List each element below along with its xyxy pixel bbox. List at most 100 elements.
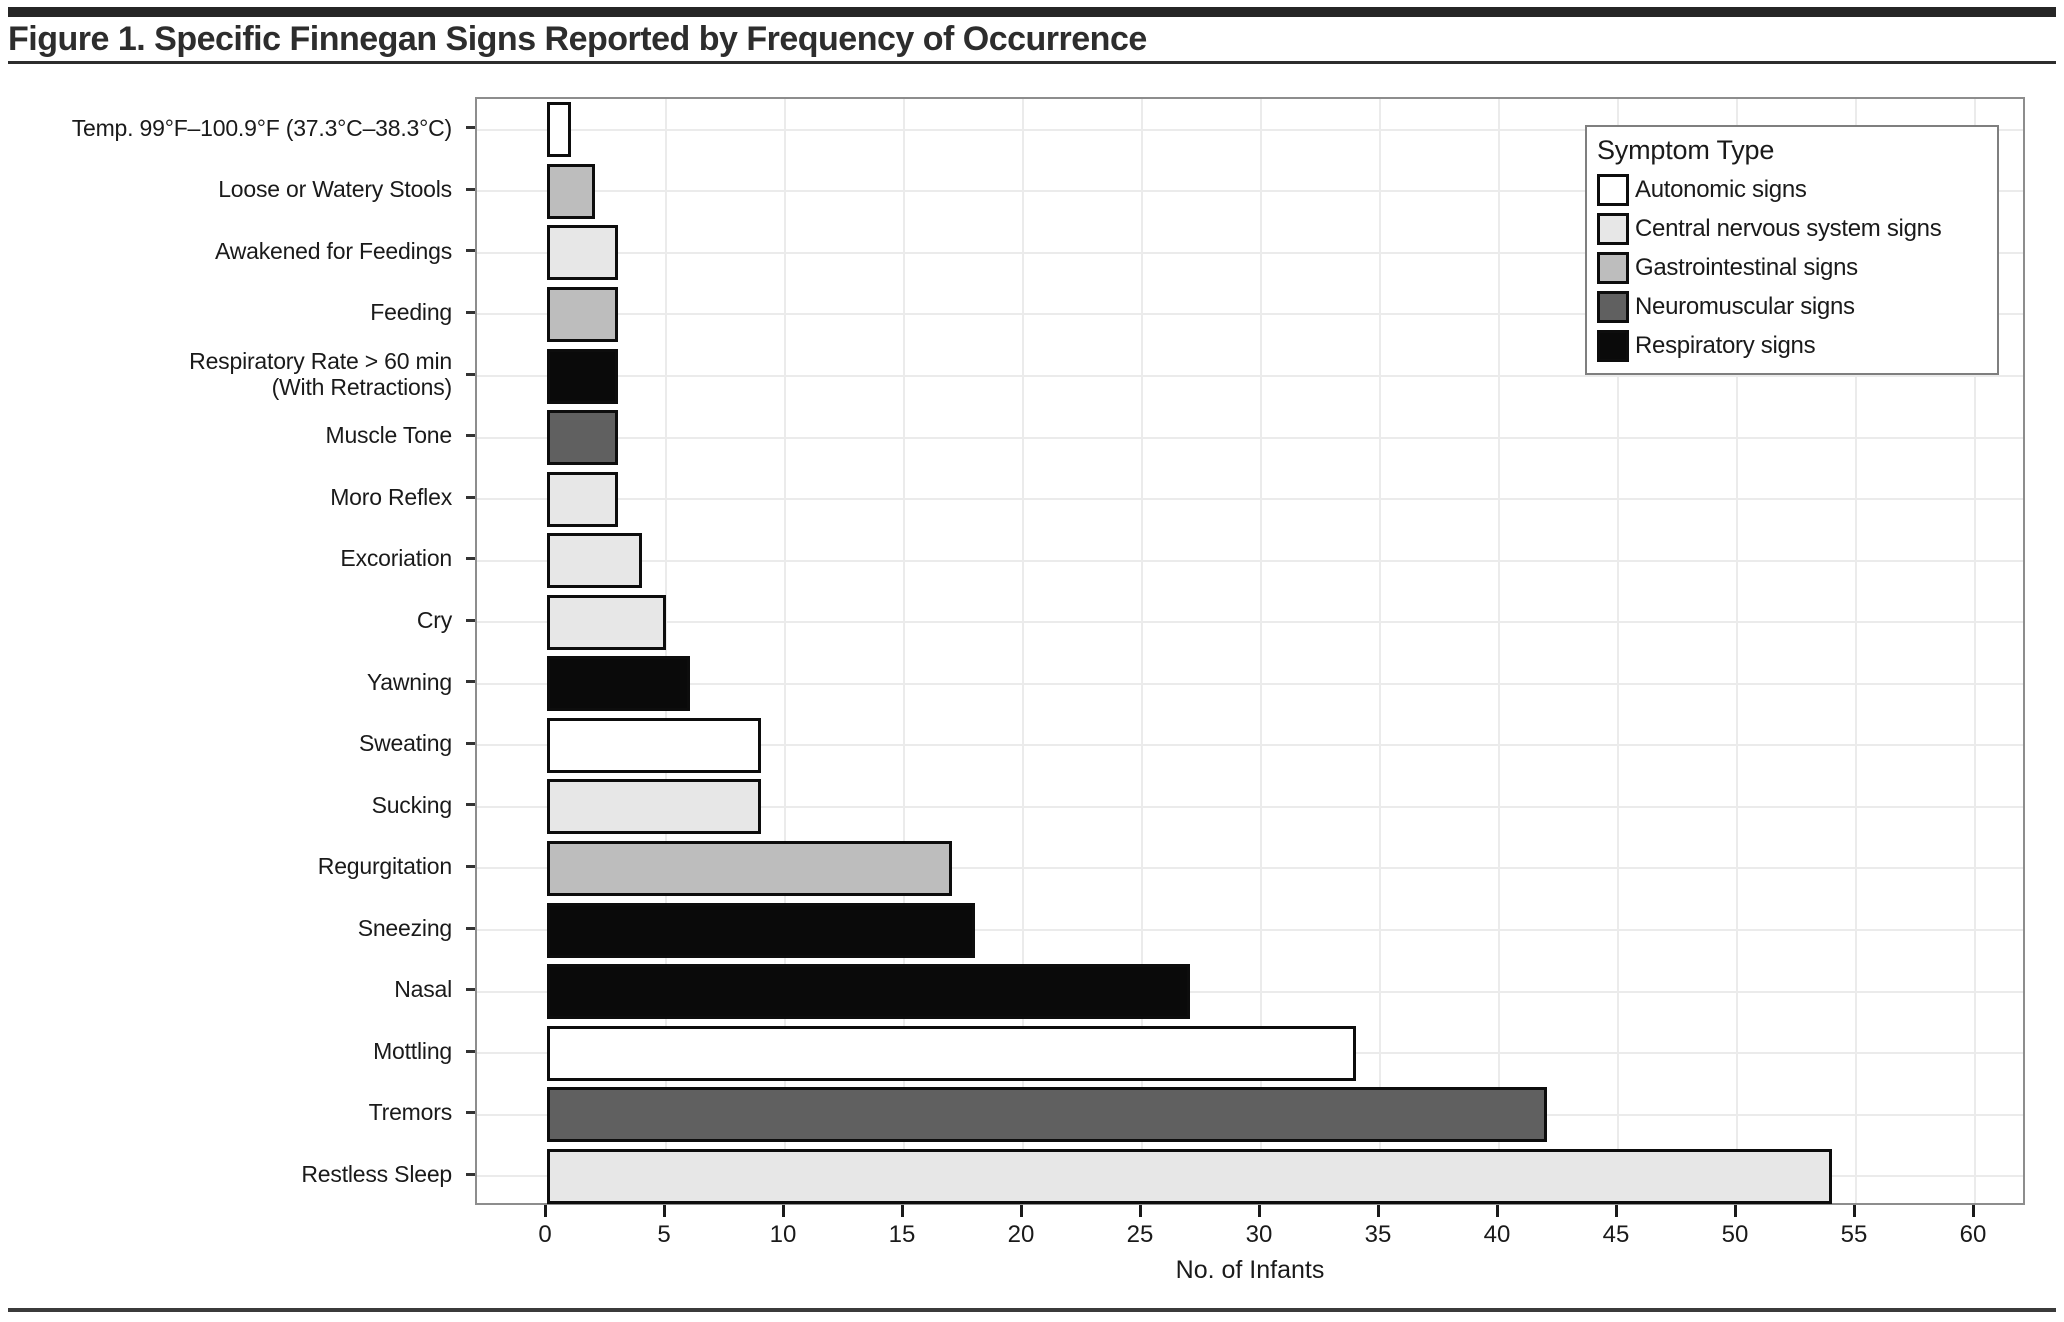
bar <box>547 225 619 281</box>
bar <box>547 840 952 896</box>
y-axis-label: Awakened for Feedings <box>214 237 452 264</box>
vertical-gridline <box>665 99 667 1203</box>
x-tick-mark <box>1495 1205 1499 1217</box>
bar <box>547 410 619 466</box>
legend-items: Autonomic signs Central nervous system si… <box>1597 170 1987 365</box>
figure-bottom-rule <box>8 1308 2056 1312</box>
y-axis-label: Yawning <box>366 668 452 695</box>
vertical-gridline <box>1974 99 1976 1203</box>
x-tick-mark <box>1257 1205 1261 1217</box>
bar <box>547 348 619 404</box>
bar <box>547 902 976 958</box>
y-axis-label: Feeding <box>370 299 452 326</box>
legend-item-label: Autonomic signs <box>1635 175 1807 203</box>
vertical-gridline <box>1260 99 1262 1203</box>
figure-top-rule <box>8 7 2056 17</box>
legend-title: Symptom Type <box>1597 135 1775 165</box>
x-tick-label: 55 <box>1840 1221 1868 1248</box>
legend-item-respiratory-signs: Respiratory signs <box>1597 326 1987 365</box>
horizontal-gridline <box>477 313 2023 316</box>
y-axis-label: Mottling <box>373 1037 452 1064</box>
x-tick-label: 20 <box>1007 1221 1035 1248</box>
vertical-gridline <box>1022 99 1024 1203</box>
vertical-gridline <box>1736 99 1738 1203</box>
y-tick-mark <box>466 126 475 130</box>
horizontal-gridline <box>477 375 2023 377</box>
x-tick-label: 60 <box>1959 1221 1987 1248</box>
x-tick-mark <box>1614 1205 1618 1217</box>
legend-swatch <box>1597 212 1629 245</box>
y-tick-mark <box>466 187 475 191</box>
vertical-gridline <box>1855 99 1857 1203</box>
y-axis-label: Sneezing <box>357 914 453 941</box>
x-tick-mark <box>1138 1205 1142 1217</box>
bar <box>547 533 643 589</box>
x-tick-label: 50 <box>1721 1221 1749 1248</box>
y-tick-mark <box>466 1049 475 1053</box>
bar <box>547 656 690 712</box>
x-tick-mark <box>900 1205 904 1217</box>
legend-item-label: Central nervous system signs <box>1635 214 1942 242</box>
y-tick-mark <box>466 310 475 314</box>
legend-swatch <box>1597 251 1629 284</box>
x-tick-label: 40 <box>1483 1221 1511 1248</box>
x-tick-label: 0 <box>538 1221 552 1248</box>
x-tick-mark <box>1971 1205 1975 1217</box>
x-tick-label: 10 <box>769 1221 797 1248</box>
y-tick-mark <box>466 495 475 499</box>
y-axis-label: Moro Reflex <box>330 483 452 510</box>
x-tick-label: 35 <box>1364 1221 1392 1248</box>
horizontal-gridline <box>477 128 2023 131</box>
legend-item-gastrointestinal-signs: Gastrointestinal signs <box>1597 248 1987 287</box>
legend-item-central-nervous-system-signs: Central nervous system signs <box>1597 209 1987 248</box>
x-tick-label: 25 <box>1126 1221 1154 1248</box>
y-axis-label: Muscle Tone <box>325 422 452 449</box>
figure-title: Figure 1. Specific Finnegan Signs Report… <box>8 20 1147 58</box>
y-axis-label: Tremors <box>368 1099 453 1126</box>
y-axis-label: Loose or Watery Stools <box>218 176 452 203</box>
y-tick-mark <box>466 926 475 930</box>
x-tick-mark <box>781 1205 785 1217</box>
bar <box>547 964 1190 1020</box>
x-tick-label: 5 <box>657 1221 671 1248</box>
horizontal-gridline <box>477 682 2023 685</box>
bar <box>547 1148 1833 1204</box>
y-tick-mark <box>466 618 475 622</box>
y-axis-label: Sweating <box>358 730 452 757</box>
legend-item-autonomic-signs: Autonomic signs <box>1597 170 1987 209</box>
bar <box>547 1087 1547 1143</box>
legend-swatch <box>1597 290 1629 323</box>
y-axis-label: Respiratory Rate > 60 min (With Retractio… <box>189 347 452 400</box>
y-axis-label: Nasal <box>394 976 452 1003</box>
x-axis-title: No. of Infants <box>1175 1256 1325 1284</box>
x-tick-mark <box>662 1205 666 1217</box>
vertical-gridline <box>1617 99 1619 1203</box>
horizontal-gridline <box>477 559 2023 562</box>
y-tick-mark <box>466 249 475 253</box>
x-tick-mark <box>1019 1205 1023 1217</box>
legend-item-label: Neuromuscular signs <box>1635 292 1855 320</box>
y-axis-label: Temp. 99°F–100.9°F (37.3°C–38.3°C) <box>71 114 452 141</box>
x-tick-label: 45 <box>1602 1221 1630 1248</box>
legend-swatch <box>1597 329 1629 362</box>
vertical-gridline <box>1498 99 1500 1203</box>
y-tick-mark <box>466 741 475 745</box>
legend-swatch <box>1597 173 1629 206</box>
title-underline <box>8 61 2056 64</box>
bar <box>547 286 619 342</box>
y-axis-label: Restless Sleep <box>301 1160 452 1187</box>
bar <box>547 717 762 773</box>
x-tick-mark <box>1733 1205 1737 1217</box>
horizontal-gridline <box>477 805 2023 808</box>
vertical-gridline <box>1379 99 1381 1203</box>
y-tick-mark <box>466 680 475 684</box>
horizontal-gridline <box>477 436 2023 439</box>
horizontal-gridline <box>477 251 2023 254</box>
bar <box>547 471 619 527</box>
y-tick-mark <box>466 557 475 561</box>
y-tick-mark <box>466 803 475 807</box>
legend-item-label: Respiratory signs <box>1635 331 1816 359</box>
bar <box>547 594 666 650</box>
bar <box>547 1025 1357 1081</box>
y-axis-label: Excoriation <box>340 545 452 572</box>
